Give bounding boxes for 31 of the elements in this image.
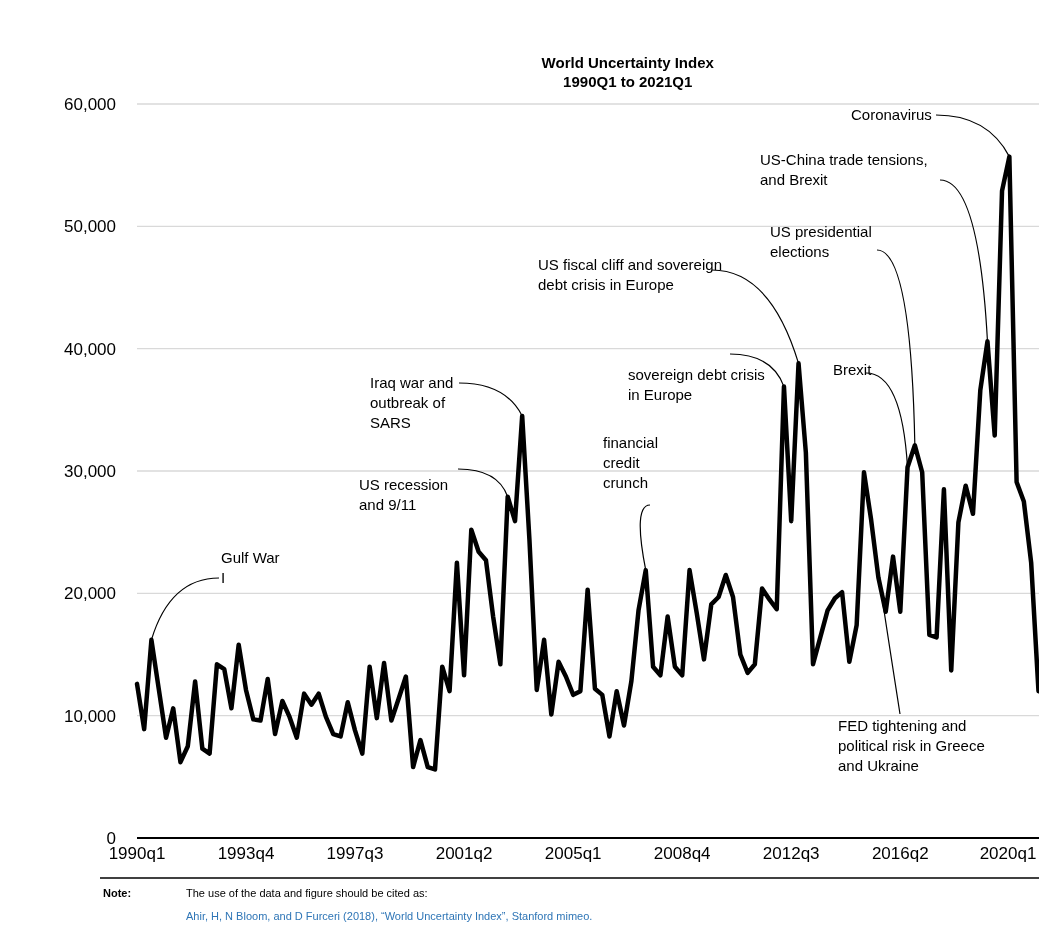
y-tick-label: 50,000 (64, 217, 116, 237)
x-tick-label: 2001q2 (435, 844, 493, 863)
x-tick-label: 2020q1 (979, 844, 1037, 863)
annotation: sovereign debt crisis in Europe (628, 366, 765, 403)
y-tick-label: 40,000 (64, 339, 116, 359)
text: Note: (103, 887, 132, 899)
annotation: Coronavirus (851, 106, 932, 123)
x-tick-label: 2012q3 (762, 844, 820, 863)
annotation: FED tightening and political risk in Greece and Ukraine (838, 717, 985, 774)
y-tick-label: 60,000 (64, 95, 116, 114)
line-series (134, 154, 1039, 772)
annotation: Gulf War I (221, 549, 280, 586)
x-tick-label: 2008q4 (653, 844, 711, 863)
text: Ahir, H, N Bloom, and D Furceri (2018), “World Uncertainty Index”, Stanford mimeo. (186, 910, 593, 922)
x-tick-label: 2016q2 (871, 844, 929, 863)
annotation: financial credit crunch (603, 434, 659, 491)
x-tick-label: 1993q4 (217, 844, 275, 863)
annotation: US recession and 9/11 (359, 476, 449, 513)
annotation: US presidential elections (770, 223, 872, 260)
annotation: Iraq war and outbreak of SARS (370, 374, 454, 431)
text: The use of the data and figure should be cited as: (186, 887, 428, 899)
y-tick-label: 20,000 (64, 584, 116, 604)
annotation: US-China trade tensions, and Brexit (760, 151, 928, 188)
chart-subtitle: 1990Q1 to 2021Q1 (563, 73, 693, 90)
x-tick-label: 2005q1 (544, 844, 602, 863)
y-tick-label: 30,000 (64, 462, 116, 481)
annotation: US fiscal cliff and sovereign debt crisis in Europe (538, 256, 722, 293)
x-tick-label: 1997q3 (326, 844, 384, 863)
chart-title: World Uncertainty Index (541, 54, 715, 71)
annotation: Brexit (833, 361, 873, 378)
y-tick-label: 10,000 (64, 706, 116, 726)
